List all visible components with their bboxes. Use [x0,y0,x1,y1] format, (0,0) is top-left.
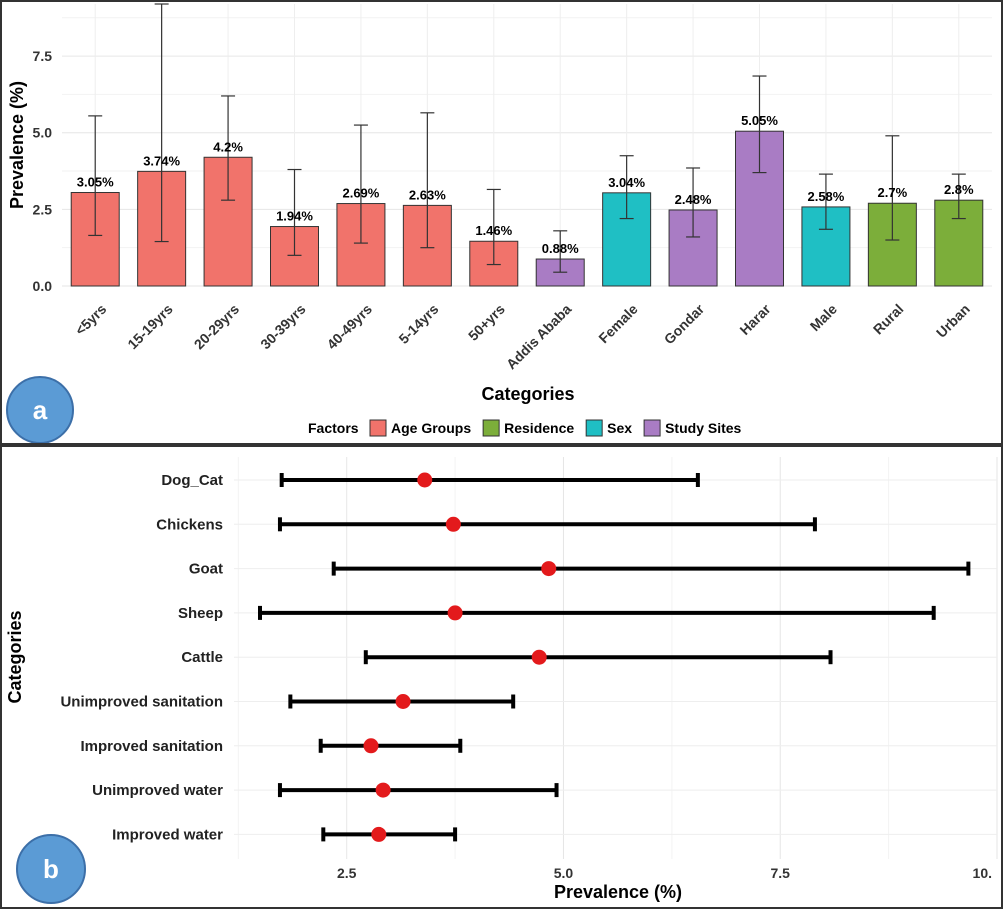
x-tick-label: Gondar [661,300,708,347]
y-tick-label: Improved sanitation [80,738,223,755]
x-tick-label: 30-39yrs [257,301,309,353]
x-tick-label: <5yrs [72,301,110,339]
legend-swatch [482,419,500,437]
x-tick-label: Rural [870,301,907,338]
forest-plot: Dog_Cat Chickens Goat Sheep Cattle Unimproved… [5,457,998,904]
x-axis-title: Prevalence (%) [554,882,682,902]
data-label: 4.2% [213,139,243,154]
x-tick-label: Male [807,301,840,334]
y-tick-label: Cattle [181,649,223,666]
x-tick-label: 40-49yrs [324,301,376,353]
bar-chart: 0.0 2.5 5.0 7.5 3.05% <5yrs 3.74% 15-19yrs 4.2% 2… [6,3,992,443]
panel-badge-label: a [33,395,48,425]
x-tick-label: Harar [736,300,774,338]
x-tick-label: 15-19yrs [124,301,176,353]
point-estimate [363,738,379,754]
y-tick-label: Unimproved water [92,782,223,799]
panel-badge [6,376,74,443]
x-tick-label: 5.0 [554,865,574,881]
data-label: 2.48% [675,192,712,207]
panel-a: 0.0 2.5 5.0 7.5 3.05% <5yrs 3.74% 15-19yrs 4.2% 2… [0,0,1003,445]
x-tick-label: Urban [933,301,973,341]
y-tick-label: 7.5 [33,48,53,64]
panel-badge-label: b [43,854,59,884]
point-estimate [445,516,461,532]
data-label: 1.94% [276,209,313,224]
point-estimate [395,694,411,709]
y-tick-label: Chickens [156,516,223,533]
data-label: 3.74% [143,153,180,168]
point-estimate [417,472,433,488]
x-tick-label: Female [595,301,641,347]
data-label: 1.46% [475,223,512,238]
x-tick-label: 5-14yrs [395,301,441,347]
point-estimate [371,826,387,842]
x-tick-label: 2.5 [337,865,357,881]
data-label: 2.63% [409,187,446,202]
legend-swatch [585,419,603,437]
point-estimate [375,782,391,798]
x-tick-label: 50+yrs [465,301,508,344]
panel-badge [16,834,86,904]
y-tick-label: 2.5 [33,201,53,217]
y-axis-title: Prevalence (%) [7,81,27,209]
x-tick-label: Addis Ababa [503,301,575,373]
x-tick-label: 20-29yrs [191,301,243,353]
x-tick-label: 10. [973,865,992,881]
x-axis-title: Categories [481,384,574,404]
legend-label: Residence [504,420,574,436]
data-label: 5.05% [741,113,778,128]
legend-label: Sex [607,420,632,436]
data-label: 0.88% [542,241,579,256]
data-label: 3.05% [77,175,114,190]
legend-title: Factors [308,420,359,436]
panel-b: Dog_Cat Chickens Goat Sheep Cattle Unimproved… [0,445,1003,909]
y-tick-label: Goat [189,561,223,578]
legend-swatch [643,419,661,437]
y-tick-label: Unimproved sanitation [60,694,223,711]
legend-swatch [369,419,387,437]
point-estimate [531,649,547,665]
data-label: 2.58% [807,189,844,204]
legend-label: Study Sites [665,420,741,436]
legend-label: Age Groups [391,420,471,436]
data-label: 2.69% [342,186,379,201]
data-label: 3.04% [608,175,645,190]
x-tick-label: 7.5 [771,865,791,881]
y-tick-label: Sheep [178,605,223,622]
bar [867,202,917,287]
y-tick-label: 5.0 [33,125,53,141]
point-estimate [541,561,557,577]
data-label: 2.8% [944,182,974,197]
y-tick-label: Dog_Cat [161,472,223,489]
y-axis-title: Categories [5,610,25,703]
data-label: 2.7% [878,185,908,200]
point-estimate [447,605,463,621]
y-tick-label: Improved water [112,826,223,843]
y-tick-label: 0.0 [33,278,53,294]
